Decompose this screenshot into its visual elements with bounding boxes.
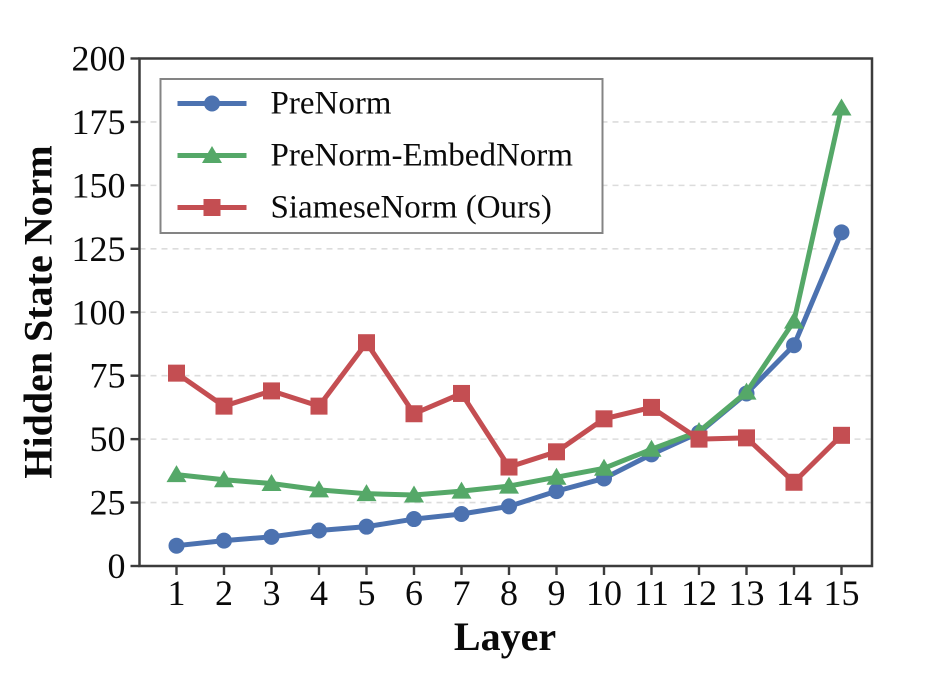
x-tick-label: 14	[776, 573, 812, 613]
data-point-prenorm	[833, 224, 850, 241]
y-tick-label: 25	[90, 483, 126, 523]
data-point-prenorm	[263, 528, 280, 545]
data-point-siamesenorm-ours	[453, 384, 470, 402]
data-point-prenorm	[358, 518, 375, 535]
y-tick-label: 200	[72, 39, 126, 79]
y-axis-label: Hidden State Norm	[16, 145, 61, 478]
data-point-prenorm	[406, 511, 422, 528]
data-point-siamesenorm-ours	[833, 426, 850, 444]
legend-entry-prenorm: PreNorm	[177, 86, 392, 122]
data-point-prenorm-embednorm	[166, 465, 187, 483]
data-point-prenorm	[786, 337, 802, 354]
data-point-prenorm-embednorm	[784, 311, 804, 329]
data-point-prenorm-embednorm	[214, 470, 234, 488]
legend-entry-prenorm-embednorm: PreNorm-EmbedNorm	[177, 138, 574, 174]
y-tick-label: 75	[90, 356, 126, 396]
data-point-prenorm	[501, 498, 517, 515]
legend-marker-siamesenorm-ours	[203, 199, 221, 216]
x-tick-label: 9	[548, 573, 566, 613]
data-point-siamesenorm-ours	[738, 429, 755, 447]
legend-label-prenorm-embednorm: PreNorm-EmbedNorm	[271, 138, 574, 174]
y-tick-label: 100	[72, 292, 126, 332]
data-point-siamesenorm-ours	[690, 430, 708, 448]
x-tick-label: 11	[634, 573, 669, 613]
data-point-prenorm	[548, 483, 565, 500]
x-tick-label: 6	[405, 573, 423, 613]
legend-label-siamesenorm-ours: SiameseNorm (Ours)	[271, 190, 552, 226]
data-point-prenorm	[216, 532, 232, 549]
y-tick-label: 0	[108, 546, 126, 586]
data-point-prenorm-embednorm	[594, 458, 614, 476]
data-point-prenorm-embednorm	[546, 467, 567, 485]
y-tick-label: 175	[72, 102, 126, 142]
data-point-prenorm-embednorm	[451, 481, 472, 499]
data-point-siamesenorm-ours	[310, 397, 328, 415]
data-point-siamesenorm-ours	[215, 397, 233, 415]
x-tick-label: 8	[500, 573, 518, 613]
data-point-prenorm-embednorm	[736, 382, 757, 400]
data-point-siamesenorm-ours	[500, 458, 518, 476]
x-tick-label: 4	[310, 573, 328, 613]
y-tick-label: 125	[72, 229, 126, 269]
legend-marker-prenorm	[204, 95, 220, 112]
legend-layer: PreNorm PreNorm-EmbedNorm SiameseNorm (Our…	[159, 78, 604, 234]
data-point-siamesenorm-ours	[405, 405, 423, 423]
y-tick-label: 150	[72, 165, 126, 205]
x-tick-label: 3	[263, 573, 281, 613]
legend-entry-siamesenorm-ours: SiameseNorm (Ours)	[177, 190, 552, 226]
data-series-layer	[166, 98, 852, 554]
data-point-prenorm	[168, 537, 185, 554]
data-point-prenorm-embednorm	[309, 480, 329, 498]
x-axis-label: Layer	[454, 614, 556, 659]
legend-label-prenorm: PreNorm	[271, 86, 392, 122]
data-point-siamesenorm-ours	[263, 382, 280, 400]
data-point-prenorm-embednorm	[404, 485, 424, 503]
data-point-prenorm-embednorm	[499, 476, 519, 494]
data-point-prenorm-embednorm	[831, 98, 852, 116]
data-point-siamesenorm-ours	[358, 334, 375, 352]
series-siamesenorm-ours	[168, 334, 850, 491]
data-point-prenorm-embednorm	[641, 439, 662, 457]
x-tick-label: 1	[168, 573, 186, 613]
data-point-siamesenorm-ours	[168, 364, 185, 382]
data-point-prenorm-embednorm	[261, 474, 282, 492]
data-point-siamesenorm-ours	[785, 473, 803, 491]
x-tick-label: 15	[824, 573, 860, 613]
data-point-siamesenorm-ours	[595, 410, 613, 428]
x-tick-label: 2	[215, 573, 233, 613]
x-tick-label: 12	[681, 573, 717, 613]
x-tick-label: 5	[358, 573, 376, 613]
x-tick-label: 10	[586, 573, 622, 613]
data-point-prenorm	[453, 505, 470, 522]
legend-marker-prenorm-embednorm	[202, 146, 222, 163]
x-tick-label: 13	[729, 573, 765, 613]
y-tick-label: 50	[90, 419, 126, 459]
x-tick-label: 7	[453, 573, 471, 613]
data-point-prenorm-embednorm	[356, 484, 377, 502]
data-point-siamesenorm-ours	[548, 443, 565, 461]
data-point-siamesenorm-ours	[643, 398, 660, 416]
data-point-prenorm	[311, 522, 327, 539]
series-prenorm-embednorm	[166, 98, 852, 503]
